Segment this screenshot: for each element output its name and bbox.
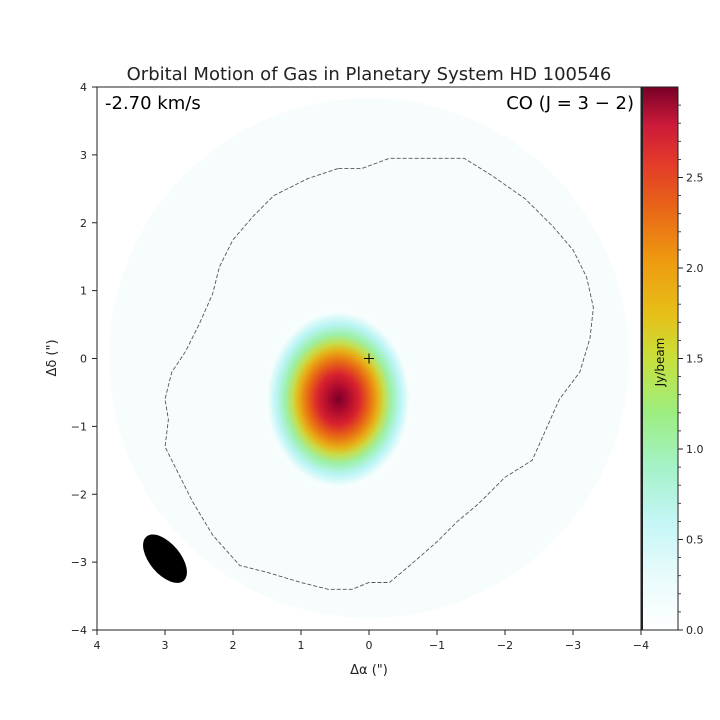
y-tick-label: −3 [71, 556, 87, 569]
colorbar-tick-label: 1.0 [686, 443, 704, 456]
colorbar-tick-label: 2.0 [686, 262, 704, 275]
y-tick-label: 1 [80, 285, 87, 298]
x-tick-label: −1 [429, 639, 445, 652]
y-tick-label: 2 [80, 217, 87, 230]
x-tick-label: 4 [94, 639, 101, 652]
outer-contour [164, 157, 594, 590]
y-tick-label: 0 [80, 353, 87, 366]
x-tick-label: 1 [298, 639, 305, 652]
y-tick-label: 4 [80, 81, 87, 94]
x-tick-label: −4 [633, 639, 649, 652]
x-tick-label: 3 [162, 639, 169, 652]
x-axis-ticks: 4 3 2 1 0 −1 −2 −3 −4 [94, 630, 649, 652]
colorbar-label: Jy/beam [653, 338, 667, 388]
x-tick-label: 2 [230, 639, 237, 652]
velocity-label: -2.70 km/s [105, 93, 201, 114]
beam-ellipse [143, 534, 187, 583]
x-tick-label: −3 [565, 639, 581, 652]
y-tick-label: −4 [71, 624, 87, 637]
y-tick-label: −2 [71, 488, 87, 501]
line-label: CO (J = 3 − 2) [506, 93, 634, 114]
x-tick-label: −2 [497, 639, 513, 652]
x-axis-label: Δα (") [350, 663, 388, 678]
chart-title: Orbital Motion of Gas in Planetary Syste… [127, 64, 612, 85]
y-axis-label: Δδ (") [45, 339, 60, 376]
x-tick-label: 0 [366, 639, 373, 652]
colorbar-tick-label: 0.0 [686, 624, 704, 637]
star-marker [364, 353, 374, 364]
colorbar-tick-label: 2.5 [686, 172, 704, 185]
y-tick-label: 3 [80, 149, 87, 162]
colorbar-tick-label: 1.5 [686, 353, 704, 366]
y-axis-ticks: −4 −3 −2 −1 0 1 2 3 4 [71, 81, 97, 637]
y-tick-label: −1 [71, 420, 87, 433]
emission-peak [264, 309, 412, 489]
colorbar-ticks: 0.0 0.5 1.0 1.5 2.0 2.5 [678, 104, 704, 637]
colorbar-tick-label: 0.5 [686, 534, 704, 547]
